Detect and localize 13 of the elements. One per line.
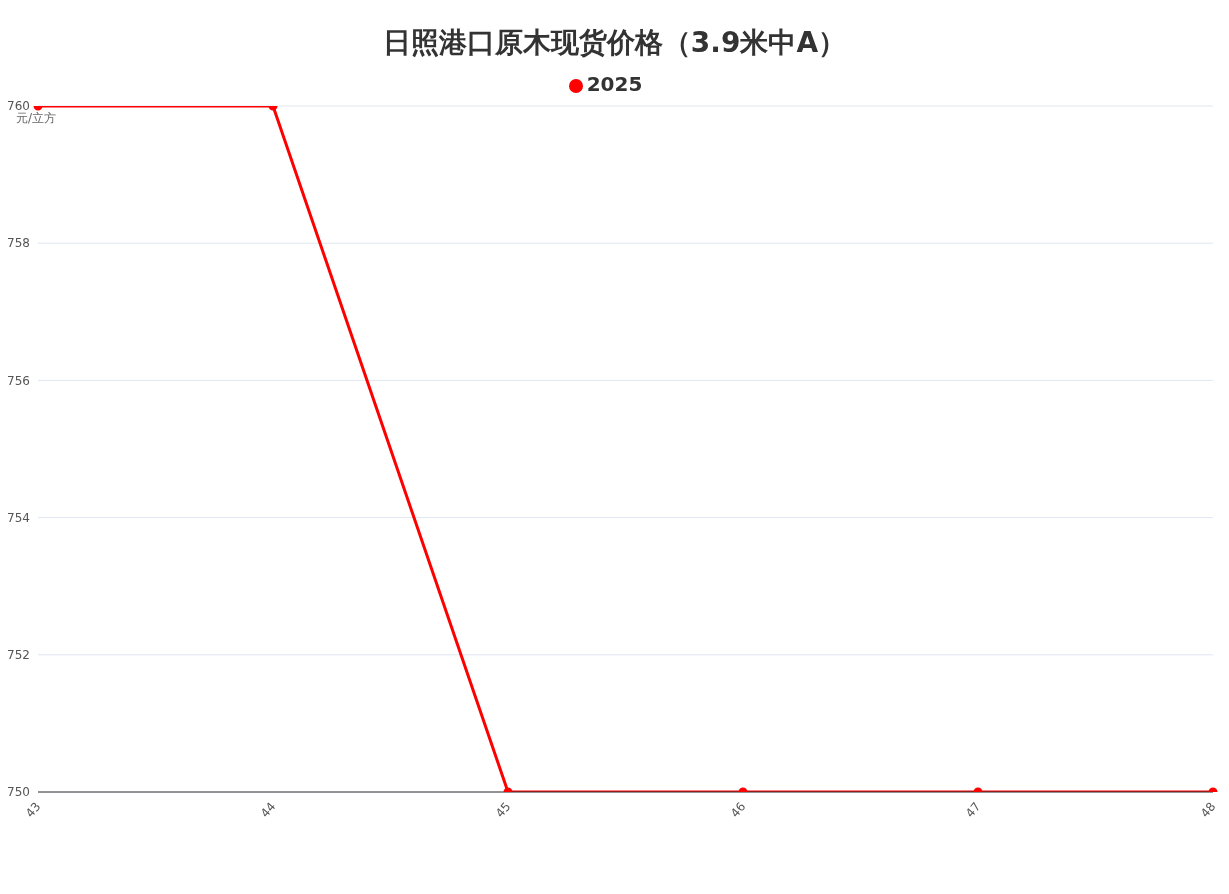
x-tick-label: 43 xyxy=(22,799,44,821)
chart-title: 日照港口原木现货价格（3.9米中A） xyxy=(381,25,848,61)
x-tick-label: 48 xyxy=(1197,799,1219,821)
x-tick-label: 44 xyxy=(257,799,279,821)
x-tick-label: 45 xyxy=(492,799,514,821)
x-tick-label: 46 xyxy=(727,799,749,821)
x-tick-label: 47 xyxy=(962,799,984,821)
y-tick-label: 752 xyxy=(7,648,30,663)
y-tick-label: 756 xyxy=(7,373,30,388)
legend-label: 2025 xyxy=(586,72,643,96)
y-tick-label: 750 xyxy=(7,785,30,800)
y-tick-label: 754 xyxy=(7,510,30,525)
y-tick-label: 758 xyxy=(7,236,30,251)
